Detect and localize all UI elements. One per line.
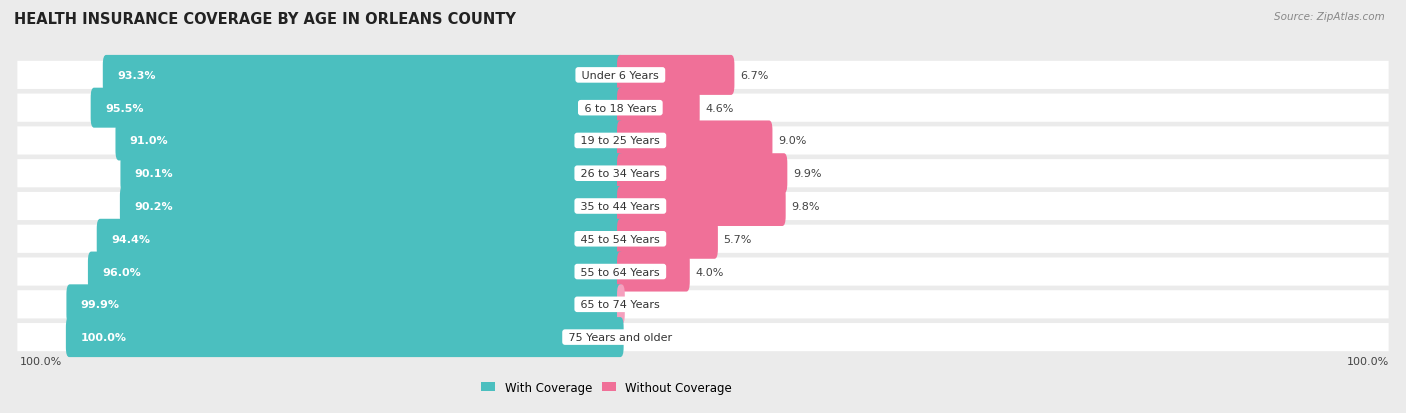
Text: 6.7%: 6.7% bbox=[740, 71, 768, 81]
Text: 93.3%: 93.3% bbox=[117, 71, 156, 81]
FancyBboxPatch shape bbox=[17, 323, 1389, 351]
FancyBboxPatch shape bbox=[17, 94, 1389, 123]
Text: 5.7%: 5.7% bbox=[724, 234, 752, 244]
Text: Source: ZipAtlas.com: Source: ZipAtlas.com bbox=[1274, 12, 1385, 22]
FancyBboxPatch shape bbox=[17, 127, 1389, 155]
Text: 91.0%: 91.0% bbox=[129, 136, 169, 146]
FancyBboxPatch shape bbox=[17, 225, 1389, 253]
Text: 26 to 34 Years: 26 to 34 Years bbox=[578, 169, 664, 179]
FancyBboxPatch shape bbox=[617, 252, 690, 292]
FancyBboxPatch shape bbox=[121, 154, 624, 194]
FancyBboxPatch shape bbox=[120, 187, 624, 226]
Text: 94.4%: 94.4% bbox=[111, 234, 150, 244]
Text: 45 to 54 Years: 45 to 54 Years bbox=[578, 234, 664, 244]
FancyBboxPatch shape bbox=[617, 154, 787, 194]
FancyBboxPatch shape bbox=[617, 88, 700, 128]
Text: 0.07%: 0.07% bbox=[630, 299, 665, 310]
Text: 95.5%: 95.5% bbox=[105, 103, 143, 114]
FancyBboxPatch shape bbox=[617, 219, 718, 259]
Text: 4.6%: 4.6% bbox=[706, 103, 734, 114]
FancyBboxPatch shape bbox=[617, 187, 786, 226]
Text: 90.1%: 90.1% bbox=[135, 169, 173, 179]
FancyBboxPatch shape bbox=[17, 62, 1389, 90]
Text: 4.0%: 4.0% bbox=[696, 267, 724, 277]
Text: 100.0%: 100.0% bbox=[1347, 356, 1389, 366]
FancyBboxPatch shape bbox=[617, 56, 734, 96]
Text: 75 Years and older: 75 Years and older bbox=[565, 332, 676, 342]
Text: 100.0%: 100.0% bbox=[20, 356, 62, 366]
Text: 9.8%: 9.8% bbox=[792, 202, 820, 211]
Legend: With Coverage, Without Coverage: With Coverage, Without Coverage bbox=[477, 376, 737, 399]
FancyBboxPatch shape bbox=[89, 252, 624, 292]
FancyBboxPatch shape bbox=[17, 160, 1389, 188]
Text: 100.0%: 100.0% bbox=[80, 332, 127, 342]
FancyBboxPatch shape bbox=[66, 285, 624, 325]
FancyBboxPatch shape bbox=[17, 258, 1389, 286]
Text: 96.0%: 96.0% bbox=[103, 267, 141, 277]
Text: 0.0%: 0.0% bbox=[628, 332, 658, 342]
FancyBboxPatch shape bbox=[103, 56, 624, 96]
FancyBboxPatch shape bbox=[617, 285, 624, 325]
Text: 55 to 64 Years: 55 to 64 Years bbox=[578, 267, 664, 277]
Text: 9.9%: 9.9% bbox=[793, 169, 821, 179]
Text: 65 to 74 Years: 65 to 74 Years bbox=[578, 299, 664, 310]
Text: HEALTH INSURANCE COVERAGE BY AGE IN ORLEANS COUNTY: HEALTH INSURANCE COVERAGE BY AGE IN ORLE… bbox=[14, 12, 516, 27]
Text: 6 to 18 Years: 6 to 18 Years bbox=[581, 103, 659, 114]
FancyBboxPatch shape bbox=[617, 121, 772, 161]
FancyBboxPatch shape bbox=[66, 317, 624, 357]
Text: 9.0%: 9.0% bbox=[778, 136, 806, 146]
Text: 90.2%: 90.2% bbox=[134, 202, 173, 211]
Text: 19 to 25 Years: 19 to 25 Years bbox=[578, 136, 664, 146]
FancyBboxPatch shape bbox=[90, 88, 624, 128]
FancyBboxPatch shape bbox=[97, 219, 624, 259]
Text: 35 to 44 Years: 35 to 44 Years bbox=[578, 202, 664, 211]
Text: 99.9%: 99.9% bbox=[80, 299, 120, 310]
FancyBboxPatch shape bbox=[115, 121, 624, 161]
Text: Under 6 Years: Under 6 Years bbox=[578, 71, 662, 81]
FancyBboxPatch shape bbox=[17, 192, 1389, 221]
FancyBboxPatch shape bbox=[17, 290, 1389, 319]
